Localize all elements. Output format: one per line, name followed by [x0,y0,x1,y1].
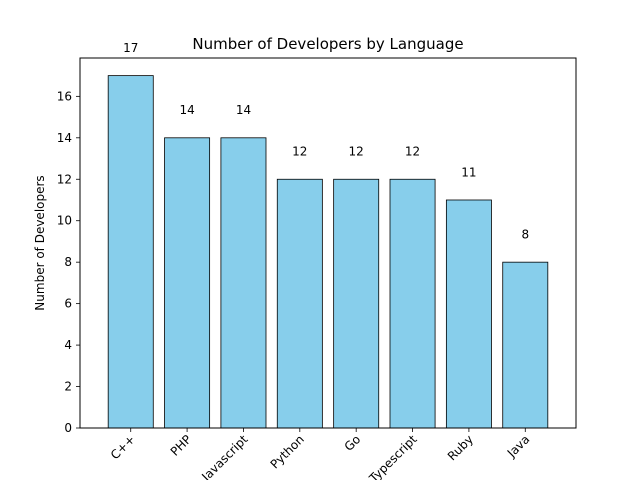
bar-go [333,178,380,429]
y-tick-label-14: 14 [57,131,72,145]
y-tick-label-8: 8 [64,255,72,269]
data-labels-group: 17 14 14 12 12 12 11 8 [123,41,529,242]
bar-python [276,178,323,429]
data-label-python: 12 [292,145,307,159]
x-tick-label-python: Python [268,432,307,471]
y-tick-label-0: 0 [64,421,72,435]
x-tick-label-typescript: Typescript [366,432,420,480]
y-tick-label-12: 12 [57,172,72,186]
x-tick-label-java: Java [504,432,533,461]
data-label-php: 14 [179,103,194,117]
x-tick-label-javascript: Javascript [198,432,250,480]
data-label-typescript: 12 [405,145,420,159]
y-axis-ticks: 0 2 4 6 8 10 12 14 16 [57,89,80,435]
data-label-javascript: 14 [236,103,251,117]
y-tick-label-2: 2 [64,380,72,394]
y-tick-label-6: 6 [64,297,72,311]
bar-c [107,75,154,429]
data-label-java: 8 [521,227,529,241]
plot-frame [79,57,577,429]
y-tick-label-16: 16 [57,89,72,103]
bar-javascript [220,137,267,429]
y-axis-label: Number of Developers [33,175,47,310]
bars-group [107,75,549,429]
y-tick-label-10: 10 [57,214,72,228]
x-tick-label-c: C++ [108,432,138,462]
bar-ruby [445,199,492,429]
x-tick-label-php: PHP [168,432,195,459]
data-label-c: 17 [123,41,138,55]
y-tick-label-4: 4 [64,338,72,352]
chart-title: Number of Developers by Language [192,35,463,53]
bar-java [502,261,549,429]
x-axis-ticks: C++ PHP Javascript Python Go Typescript Ruby Ja… [108,428,533,480]
data-label-ruby: 11 [461,165,476,179]
bar-php [164,137,211,429]
bar-typescript [389,178,436,429]
x-tick-label-ruby: Ruby [445,432,476,463]
x-tick-label-go: Go [342,432,364,454]
data-label-go: 12 [349,145,364,159]
